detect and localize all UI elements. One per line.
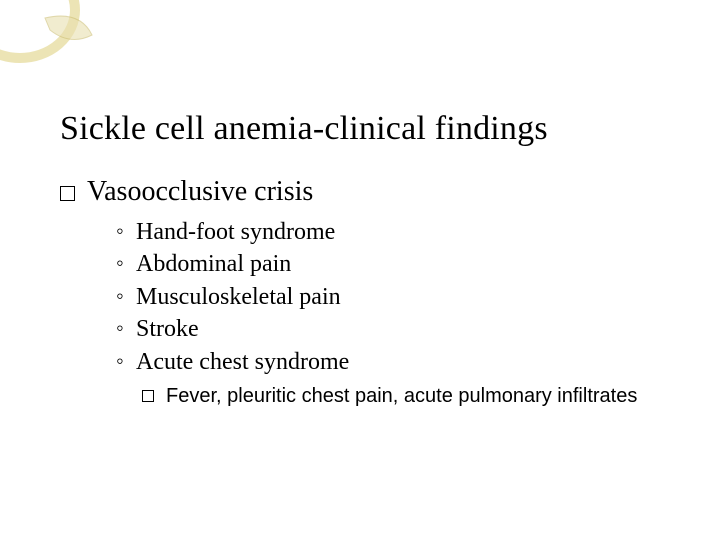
level3-text: Fever, pleuritic chest pain, acute pulmo… xyxy=(166,384,637,409)
level1-item: Vasoocclusive crisis xyxy=(60,176,680,208)
level1-text: Vasoocclusive crisis xyxy=(87,176,313,208)
list-item: Musculoskeletal pain xyxy=(116,281,680,313)
slide-title: Sickle cell anemia-clinical findings xyxy=(60,110,680,148)
list-item: Stroke xyxy=(116,313,680,345)
level3-item: Fever, pleuritic chest pain, acute pulmo… xyxy=(142,384,680,409)
list-item: Hand-foot syndrome xyxy=(116,216,680,248)
slide-body: Sickle cell anemia-clinical findings Vas… xyxy=(0,0,720,540)
list-item: Acute chest syndrome xyxy=(116,346,680,378)
level2-list: Hand-foot syndrome Abdominal pain Muscul… xyxy=(116,216,680,378)
square-bullet-icon xyxy=(142,390,154,402)
list-item: Abdominal pain xyxy=(116,248,680,280)
square-bullet-icon xyxy=(60,186,75,201)
